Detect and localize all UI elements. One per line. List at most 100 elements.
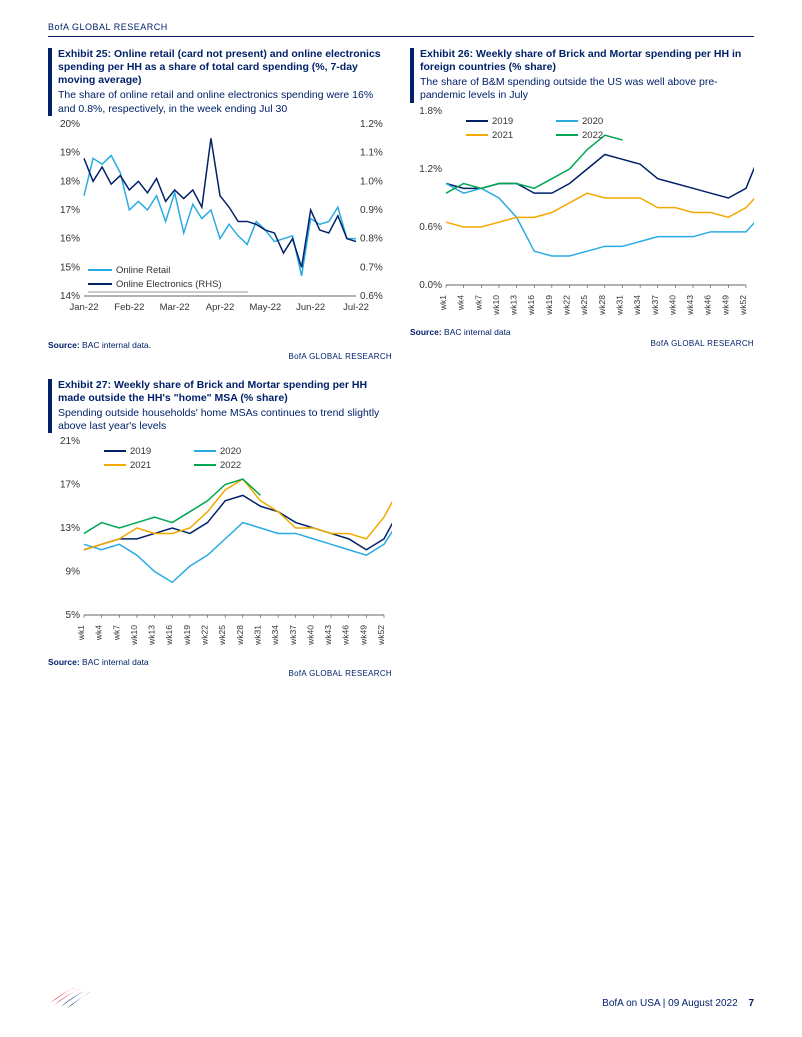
svg-text:wk49: wk49	[720, 294, 730, 315]
svg-text:wk52: wk52	[376, 625, 386, 646]
svg-text:wk13: wk13	[147, 625, 157, 646]
svg-text:17%: 17%	[60, 480, 80, 491]
svg-text:0.0%: 0.0%	[419, 280, 442, 291]
svg-text:2021: 2021	[492, 130, 513, 141]
svg-text:wk34: wk34	[632, 294, 642, 315]
svg-text:0.7%: 0.7%	[360, 262, 383, 273]
exhibit-25-subtitle: The share of online retail and online el…	[58, 89, 392, 115]
exhibit-26-source: Source: BAC internal data	[410, 327, 754, 337]
exhibit-27-subtitle: Spending outside households' home MSAs c…	[58, 407, 392, 433]
svg-text:Jun-22: Jun-22	[296, 302, 325, 313]
page-number: 7	[748, 998, 754, 1009]
exhibit-25-titleblock: Exhibit 25: Online retail (card not pres…	[48, 48, 392, 116]
svg-text:wk4: wk4	[456, 294, 466, 310]
svg-text:wk28: wk28	[235, 625, 245, 646]
svg-text:Online Electronics (RHS): Online Electronics (RHS)	[116, 279, 222, 290]
svg-text:wk37: wk37	[650, 294, 660, 315]
svg-text:wk49: wk49	[358, 625, 368, 646]
svg-text:wk31: wk31	[614, 294, 624, 315]
svg-text:Online Retail: Online Retail	[116, 265, 170, 276]
svg-text:wk19: wk19	[544, 294, 554, 315]
exhibit-27: Exhibit 27: Weekly share of Brick and Mo…	[48, 379, 392, 679]
svg-text:17%: 17%	[60, 205, 80, 216]
svg-text:2021: 2021	[130, 460, 151, 471]
svg-text:2020: 2020	[220, 446, 241, 457]
svg-text:2020: 2020	[582, 116, 603, 127]
svg-text:1.0%: 1.0%	[360, 176, 383, 187]
svg-text:wk13: wk13	[509, 294, 519, 315]
exhibit-25-title: Exhibit 25: Online retail (card not pres…	[58, 48, 392, 87]
svg-text:wk22: wk22	[562, 294, 572, 315]
svg-text:0.6%: 0.6%	[419, 222, 442, 233]
svg-text:wk46: wk46	[703, 294, 713, 315]
svg-text:wk10: wk10	[491, 294, 501, 315]
exhibit-25-source: Source: BAC internal data.	[48, 340, 392, 350]
svg-text:Feb-22: Feb-22	[114, 302, 144, 313]
svg-text:May-22: May-22	[249, 302, 281, 313]
exhibit-27-source: Source: BAC internal data	[48, 657, 392, 667]
exhibit-25-chart: 14% 15% 16% 17% 18% 19% 20% 0.6% 0.7% 0.8% 0.9% 1.0…	[48, 118, 392, 338]
svg-text:wk31: wk31	[252, 625, 262, 646]
svg-text:wk25: wk25	[579, 294, 589, 315]
exhibit-26-subtitle: The share of B&M spending outside the US…	[420, 76, 754, 102]
svg-text:Apr-22: Apr-22	[206, 302, 235, 313]
footer-text: BofA on USA | 09 August 2022	[602, 998, 737, 1009]
footer-right: BofA on USA | 09 August 2022 7	[602, 998, 754, 1009]
svg-text:15%: 15%	[60, 262, 80, 273]
svg-text:wk25: wk25	[217, 625, 227, 646]
svg-text:1.8%: 1.8%	[419, 106, 442, 117]
svg-text:wk16: wk16	[526, 294, 536, 315]
svg-text:wk7: wk7	[473, 294, 483, 310]
svg-text:0.8%: 0.8%	[360, 233, 383, 244]
exhibit-27-titleblock: Exhibit 27: Weekly share of Brick and Mo…	[48, 379, 392, 434]
source-text: BAC internal data	[444, 327, 511, 337]
svg-text:Jul-22: Jul-22	[343, 302, 369, 313]
exhibit-26: Exhibit 26: Weekly share of Brick and Mo…	[410, 48, 754, 361]
svg-text:wk46: wk46	[341, 625, 351, 646]
exhibit-27-title: Exhibit 27: Weekly share of Brick and Mo…	[58, 379, 392, 405]
page-header: BofA GLOBAL RESEARCH	[48, 22, 754, 37]
svg-text:wk40: wk40	[667, 294, 677, 315]
source-text: BAC internal data	[82, 657, 149, 667]
svg-text:2022: 2022	[220, 460, 241, 471]
source-label: Source:	[48, 657, 80, 667]
exhibit-26-titleblock: Exhibit 26: Weekly share of Brick and Mo…	[410, 48, 754, 103]
exhibit-26-brandtag: BofA GLOBAL RESEARCH	[410, 339, 754, 348]
svg-text:wk1: wk1	[438, 294, 448, 310]
exhibit-26-title: Exhibit 26: Weekly share of Brick and Mo…	[420, 48, 754, 74]
svg-text:wk7: wk7	[111, 625, 121, 641]
svg-text:Mar-22: Mar-22	[160, 302, 190, 313]
svg-text:19%: 19%	[60, 147, 80, 158]
svg-text:1.2%: 1.2%	[360, 119, 383, 130]
svg-text:wk16: wk16	[164, 625, 174, 646]
exhibit-25-brandtag: BofA GLOBAL RESEARCH	[48, 352, 392, 361]
svg-text:16%: 16%	[60, 233, 80, 244]
source-label: Source:	[48, 340, 80, 350]
svg-text:0.6%: 0.6%	[360, 291, 383, 302]
svg-text:5%: 5%	[66, 610, 81, 621]
svg-text:wk1: wk1	[76, 625, 86, 641]
svg-text:14%: 14%	[60, 291, 80, 302]
source-text: BAC internal data.	[82, 340, 151, 350]
svg-text:1.2%: 1.2%	[419, 164, 442, 175]
svg-text:wk37: wk37	[288, 625, 298, 646]
bofa-logo-icon	[48, 983, 94, 1009]
svg-text:wk40: wk40	[305, 625, 315, 646]
svg-text:wk43: wk43	[685, 294, 695, 315]
svg-text:2019: 2019	[130, 446, 151, 457]
header-brand: BofA GLOBAL RESEARCH	[48, 22, 168, 32]
svg-text:wk22: wk22	[200, 625, 210, 646]
svg-text:21%: 21%	[60, 436, 80, 447]
svg-text:wk28: wk28	[597, 294, 607, 315]
svg-text:wk34: wk34	[270, 625, 280, 646]
svg-text:20%: 20%	[60, 119, 80, 130]
svg-text:13%: 13%	[60, 523, 80, 534]
svg-text:0.9%: 0.9%	[360, 205, 383, 216]
svg-text:Jan-22: Jan-22	[69, 302, 98, 313]
svg-text:wk19: wk19	[182, 625, 192, 646]
svg-text:18%: 18%	[60, 176, 80, 187]
source-label: Source:	[410, 327, 442, 337]
svg-text:2022: 2022	[582, 130, 603, 141]
exhibit-27-brandtag: BofA GLOBAL RESEARCH	[48, 669, 392, 678]
exhibit-25: Exhibit 25: Online retail (card not pres…	[48, 48, 392, 361]
